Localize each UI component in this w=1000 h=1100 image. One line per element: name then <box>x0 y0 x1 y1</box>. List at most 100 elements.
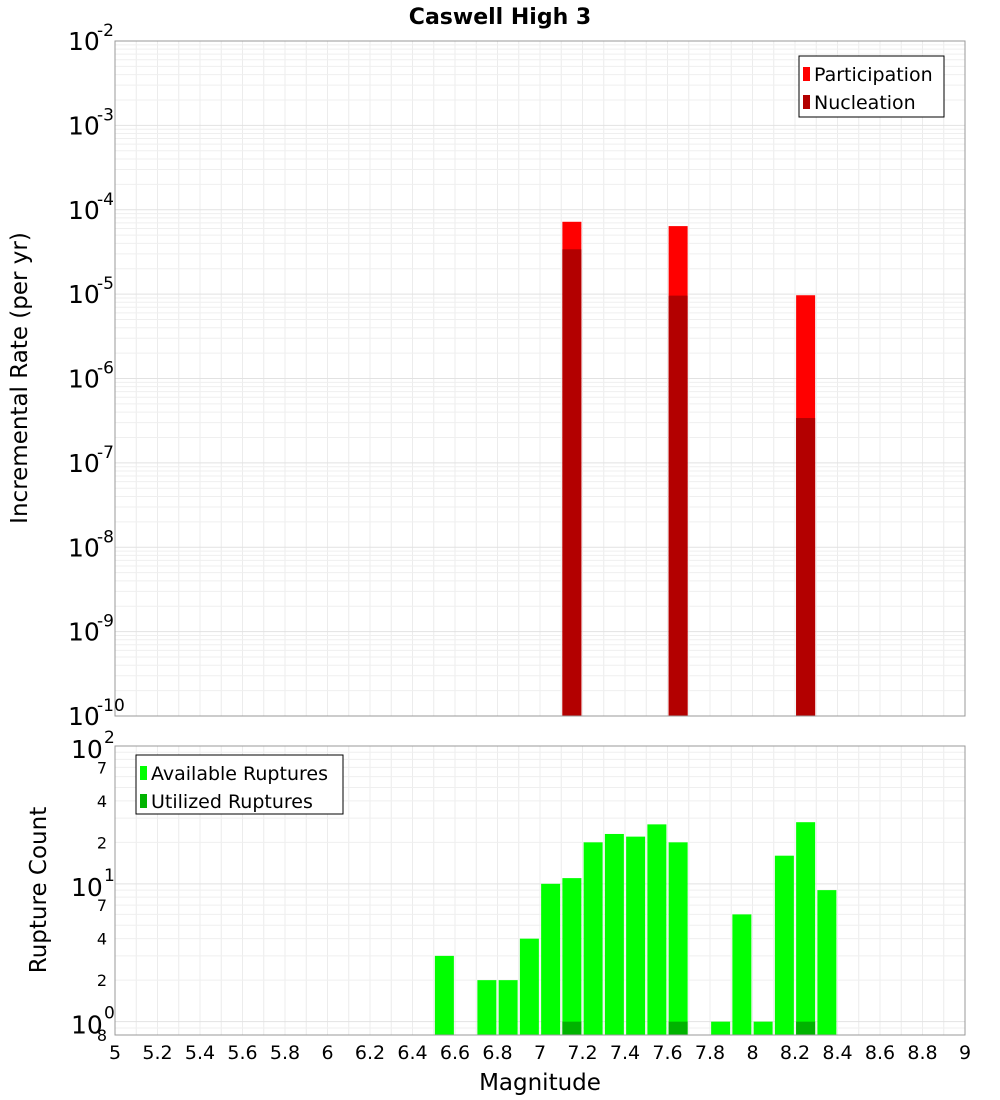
y-tick-label-exponent: -7 <box>97 443 114 463</box>
bar-utilized-ruptures <box>562 1021 582 1035</box>
y-tick-label-base: 10 <box>68 702 100 731</box>
top-panel-grid <box>115 41 965 717</box>
x-axis-ticks: 5 5.2 5.4 5.6 5.8 6 6.2 6.4 6.6 6.8 7 7.2 7.4 7.6 7.8 8… <box>109 1042 971 1064</box>
chart-title: Caswell High 3 <box>409 5 591 30</box>
x-tick-label: 8 <box>746 1042 758 1064</box>
bar-available-ruptures <box>626 836 646 1035</box>
bar-available-ruptures <box>753 1021 773 1035</box>
x-tick-label: 5.4 <box>185 1042 215 1064</box>
y-tick-label-exponent: -4 <box>97 190 114 210</box>
bar-available-ruptures <box>817 890 837 1035</box>
legend-swatch <box>803 95 810 109</box>
y-tick-label-exponent: 0 <box>104 1004 115 1024</box>
bar-available-ruptures <box>796 822 816 1035</box>
bar-available-ruptures <box>604 833 624 1035</box>
y-tick-label-exponent: -9 <box>97 612 114 632</box>
x-tick-label: 8.2 <box>780 1042 810 1064</box>
y-tick-label-exponent: -5 <box>97 274 114 294</box>
y-tick-label-base: 10 <box>68 365 100 394</box>
y-tick-label-minor: 2 <box>97 833 107 852</box>
bottom-y-axis-label: Rupture Count <box>26 807 52 973</box>
legend-label: Participation <box>814 64 933 86</box>
x-tick-label: 7.4 <box>610 1042 640 1064</box>
y-tick-label-exponent: -3 <box>97 105 114 125</box>
x-tick-label: 8.4 <box>822 1042 852 1064</box>
bar-utilized-ruptures <box>796 1021 816 1035</box>
y-tick-label-exponent: 2 <box>104 728 115 748</box>
x-tick-label: 6.4 <box>397 1042 427 1064</box>
bottom-panel-bars <box>434 822 837 1035</box>
bar-nucleation <box>796 418 816 716</box>
bar-available-ruptures <box>668 842 688 1035</box>
x-tick-label: 8.6 <box>865 1042 895 1064</box>
legend-box <box>135 754 344 815</box>
x-tick-label: 6.6 <box>440 1042 470 1064</box>
bar-available-ruptures <box>541 883 561 1035</box>
bar-available-ruptures <box>498 980 518 1035</box>
y-tick-label-minor: 8 <box>97 1026 107 1045</box>
bar-nucleation <box>668 295 688 716</box>
x-tick-label: 7 <box>534 1042 546 1064</box>
x-tick-label: 7.2 <box>567 1042 597 1064</box>
top-panel-frame <box>114 40 966 717</box>
top-panel-bars <box>562 221 816 716</box>
legend-label: Available Ruptures <box>151 763 328 785</box>
y-tick-label-base: 10 <box>71 735 103 764</box>
bar-available-ruptures <box>477 980 497 1035</box>
y-tick-label-base: 10 <box>68 533 100 562</box>
y-tick-label-base: 10 <box>71 873 103 902</box>
y-tick-label-minor: 2 <box>97 971 107 990</box>
x-tick-label: 5.2 <box>142 1042 172 1064</box>
bar-utilized-ruptures <box>668 1021 688 1035</box>
legend-label: Nucleation <box>814 92 916 114</box>
y-tick-label-base: 10 <box>68 27 100 56</box>
x-tick-label: 8.8 <box>907 1042 937 1064</box>
y-tick-label-base: 10 <box>68 449 100 478</box>
legend-swatch <box>140 794 147 808</box>
y-tick-label-minor: 7 <box>97 758 107 777</box>
bar-nucleation <box>562 249 582 716</box>
y-tick-label-base: 10 <box>71 1011 103 1040</box>
legend-swatch <box>140 766 147 780</box>
bar-available-ruptures <box>711 1021 731 1035</box>
x-tick-label: 6.2 <box>355 1042 385 1064</box>
legend-swatch <box>803 67 810 81</box>
x-tick-label: 5.6 <box>227 1042 257 1064</box>
y-tick-label-exponent: -8 <box>97 527 114 547</box>
top-legend: Participation Nucleation <box>798 55 945 118</box>
y-tick-label-base: 10 <box>68 196 100 225</box>
x-tick-label: 7.6 <box>652 1042 682 1064</box>
y-tick-label-base: 10 <box>68 280 100 309</box>
x-tick-label: 5.8 <box>270 1042 300 1064</box>
x-tick-label: 7.8 <box>695 1042 725 1064</box>
legend-label: Utilized Ruptures <box>151 791 313 813</box>
bottom-panel-grid <box>115 746 965 1036</box>
top-y-axis-label: Incremental Rate (per yr) <box>7 232 33 524</box>
x-tick-label: 9 <box>959 1042 971 1064</box>
bar-available-ruptures <box>583 842 603 1035</box>
legend-box <box>798 55 945 118</box>
bottom-legend: Available Ruptures Utilized Ruptures <box>135 754 344 815</box>
x-tick-label: 6.8 <box>482 1042 512 1064</box>
x-tick-label: 6 <box>321 1042 333 1064</box>
bar-available-ruptures <box>562 878 582 1035</box>
x-tick-label: 5 <box>109 1042 121 1064</box>
bar-available-ruptures <box>434 955 454 1035</box>
bar-available-ruptures <box>519 938 539 1035</box>
x-axis-label: Magnitude <box>479 1070 601 1096</box>
y-tick-label-exponent: -2 <box>97 21 114 41</box>
y-tick-label-exponent: -10 <box>97 696 125 716</box>
y-tick-label-exponent: 1 <box>104 866 115 886</box>
y-tick-label-minor: 4 <box>97 930 107 949</box>
bar-available-ruptures <box>774 855 794 1035</box>
y-tick-label-base: 10 <box>68 111 100 140</box>
y-tick-label-exponent: -6 <box>97 359 114 379</box>
y-tick-label-minor: 4 <box>97 792 107 811</box>
bottom-panel-frame <box>114 745 966 1036</box>
y-tick-label-base: 10 <box>68 618 100 647</box>
bar-available-ruptures <box>732 914 752 1035</box>
bar-available-ruptures <box>647 824 667 1035</box>
